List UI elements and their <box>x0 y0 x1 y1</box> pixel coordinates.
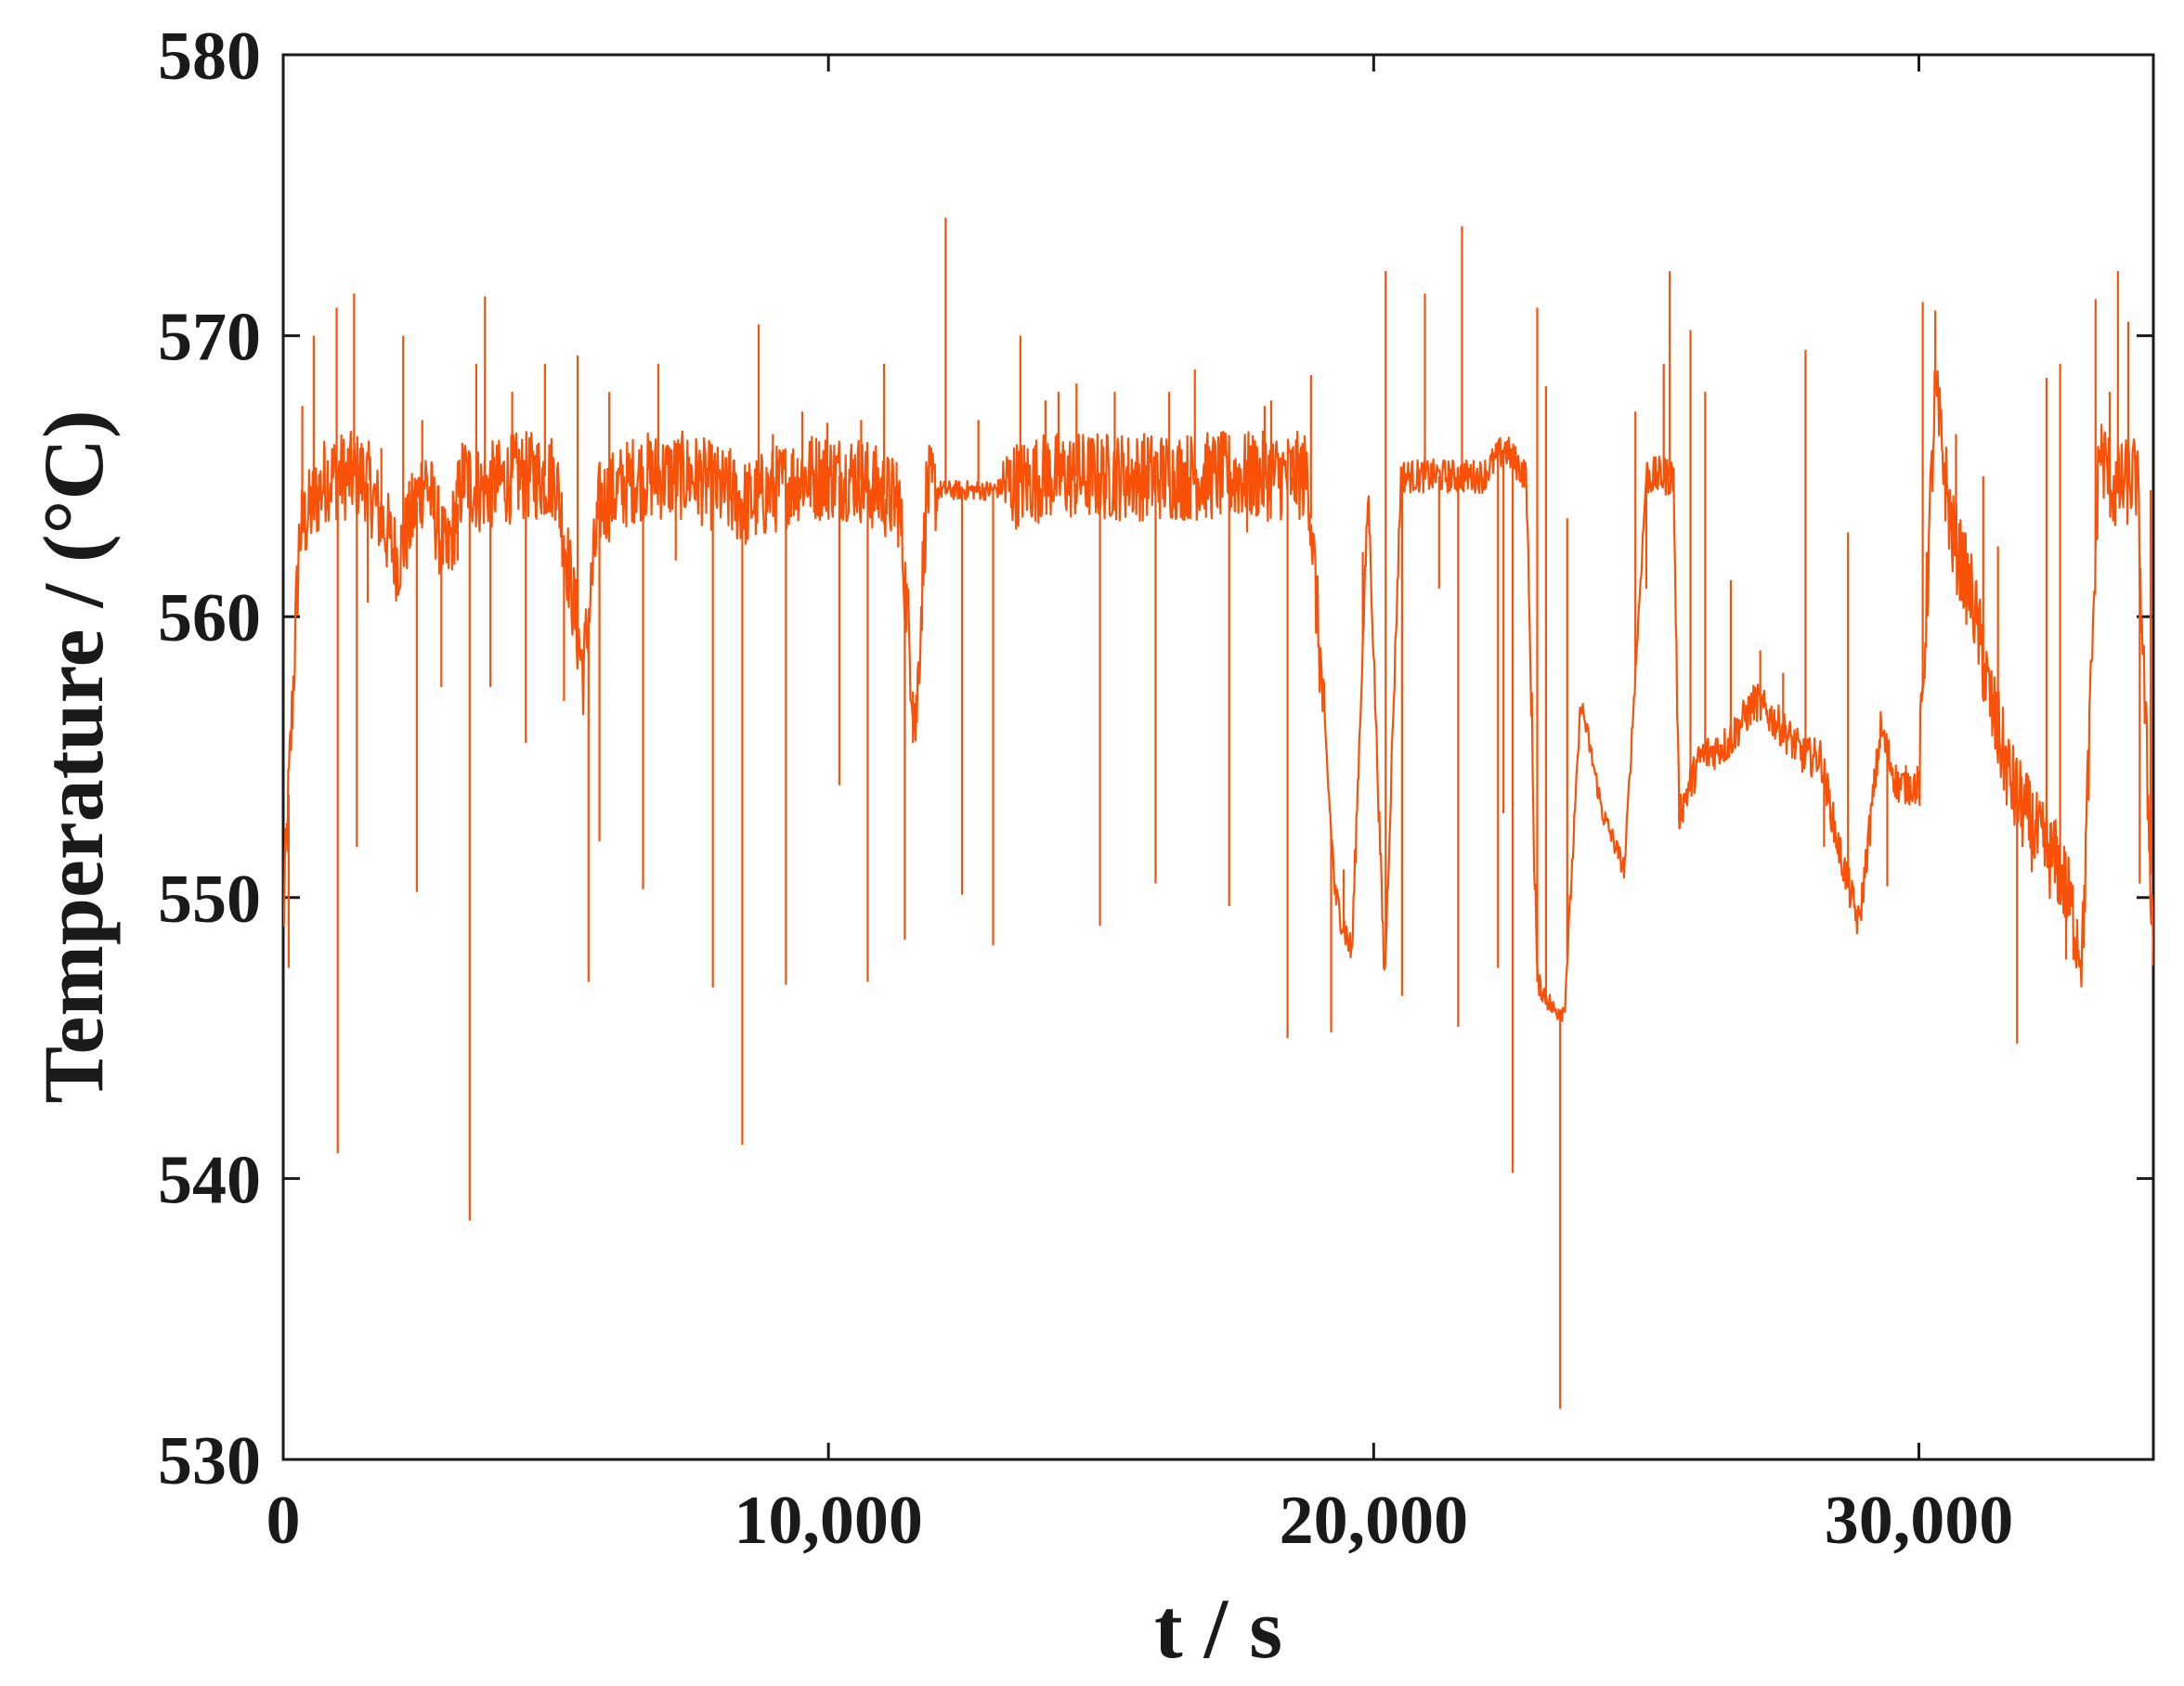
x-tick-label: 30,000 <box>1825 1483 2014 1559</box>
y-axis-title: Temperature / (°C) <box>26 409 121 1103</box>
y-tick-label: 530 <box>158 1423 261 1499</box>
series-layer <box>283 217 2153 1409</box>
plot-frame <box>281 53 2155 1461</box>
y-tick-label: 550 <box>158 862 261 938</box>
x-tick-label: 20,000 <box>1280 1483 1469 1559</box>
y-tick-label: 560 <box>158 580 261 656</box>
x-axis-title: t / s <box>1154 1581 1282 1676</box>
y-tick-label: 570 <box>158 300 261 376</box>
x-tick-label: 0 <box>266 1483 301 1559</box>
temperature-series-line <box>283 370 2153 1022</box>
y-tick-label: 540 <box>158 1142 261 1218</box>
axis-labels: 0 10,000 20,000 30,000 530 540 550 560 570 580 <box>158 19 2013 1559</box>
axis-ticks <box>281 53 2153 1461</box>
y-tick-label: 580 <box>158 19 261 95</box>
x-tick-label: 10,000 <box>734 1483 923 1559</box>
